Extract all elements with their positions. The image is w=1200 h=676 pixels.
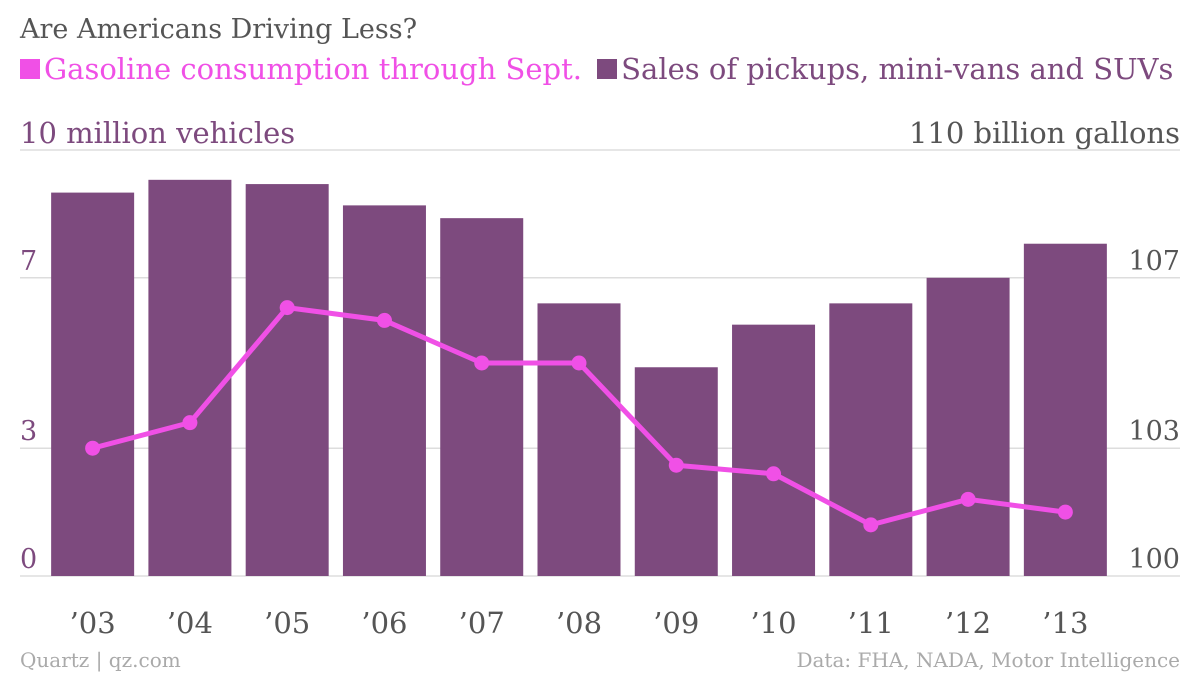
- bar: [732, 324, 816, 576]
- line-point: [376, 312, 392, 328]
- x-tick-label: ’03: [70, 606, 116, 640]
- data-source: Data: FHA, NADA, Motor Intelligence: [796, 648, 1180, 672]
- legend-label-gasoline: Gasoline consumption through Sept.: [44, 52, 582, 86]
- right-tick-label: 100: [1128, 544, 1180, 575]
- x-tick-label: ’04: [167, 606, 213, 640]
- x-tick-label: ’13: [1042, 606, 1088, 640]
- legend-label-sales: Sales of pickups, mini-vans and SUVs: [621, 52, 1174, 86]
- x-tick-label: ’05: [264, 606, 310, 640]
- line-point: [1057, 504, 1073, 520]
- line-point: [571, 355, 587, 371]
- legend-swatch-gasoline: [20, 59, 40, 79]
- x-tick-label: ’09: [653, 606, 699, 640]
- left-tick-label: 0: [20, 544, 37, 575]
- bar: [51, 192, 135, 576]
- x-tick-label: ’11: [848, 606, 894, 640]
- line-point: [960, 491, 976, 507]
- bar: [829, 303, 913, 576]
- x-tick-label: ’12: [945, 606, 991, 640]
- x-tick-label: ’07: [459, 606, 505, 640]
- bar: [148, 179, 232, 576]
- line-point: [668, 457, 684, 473]
- legend-item-gasoline: Gasoline consumption through Sept.: [20, 52, 582, 86]
- legend: Gasoline consumption through Sept. Sales…: [20, 52, 1179, 86]
- right-tick-label: 107: [1128, 246, 1180, 277]
- source-credit: Quartz | qz.com: [20, 648, 181, 672]
- line-point: [279, 300, 295, 316]
- legend-swatch-sales: [597, 59, 618, 79]
- line-point: [474, 355, 490, 371]
- line-point: [85, 440, 101, 456]
- right-tick-label: 103: [1128, 416, 1180, 447]
- bar: [1023, 243, 1107, 576]
- line-point: [766, 466, 782, 482]
- x-tick-label: ’08: [556, 606, 602, 640]
- bar: [537, 303, 621, 576]
- left-axis-label: 10 million vehicles: [20, 116, 296, 150]
- left-tick-label: 7: [20, 246, 37, 277]
- x-tick-label: ’10: [750, 606, 796, 640]
- left-tick-label: 3: [20, 416, 37, 447]
- x-tick-label: ’06: [361, 606, 407, 640]
- bar: [245, 184, 329, 576]
- line-point: [182, 415, 198, 431]
- bar: [926, 277, 1010, 576]
- line-point: [863, 517, 879, 533]
- chart-title: Are Americans Driving Less?: [20, 14, 418, 45]
- bar: [342, 205, 426, 576]
- bar: [440, 218, 524, 576]
- right-axis-label: 110 billion gallons: [908, 116, 1180, 150]
- legend-item-sales: Sales of pickups, mini-vans and SUVs: [597, 52, 1173, 86]
